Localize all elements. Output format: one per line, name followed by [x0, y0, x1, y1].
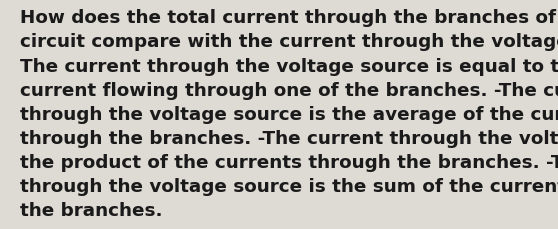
- Text: the product of the currents through the branches. -The current: the product of the currents through the …: [20, 153, 558, 171]
- Text: through the voltage source is the sum of the currents through: through the voltage source is the sum of…: [20, 177, 558, 195]
- Text: through the voltage source is the average of the currents: through the voltage source is the averag…: [20, 105, 558, 123]
- Text: current flowing through one of the branches. -The current: current flowing through one of the branc…: [20, 81, 558, 99]
- Text: The current through the voltage source is equal to the largest: The current through the voltage source i…: [20, 57, 558, 75]
- Text: circuit compare with the current through the voltage source? -: circuit compare with the current through…: [20, 33, 558, 51]
- Text: the branches.: the branches.: [20, 202, 162, 219]
- Text: through the branches. -The current through the voltage source is: through the branches. -The current throu…: [20, 129, 558, 147]
- Text: How does the total current through the branches of a parallel: How does the total current through the b…: [20, 9, 558, 27]
